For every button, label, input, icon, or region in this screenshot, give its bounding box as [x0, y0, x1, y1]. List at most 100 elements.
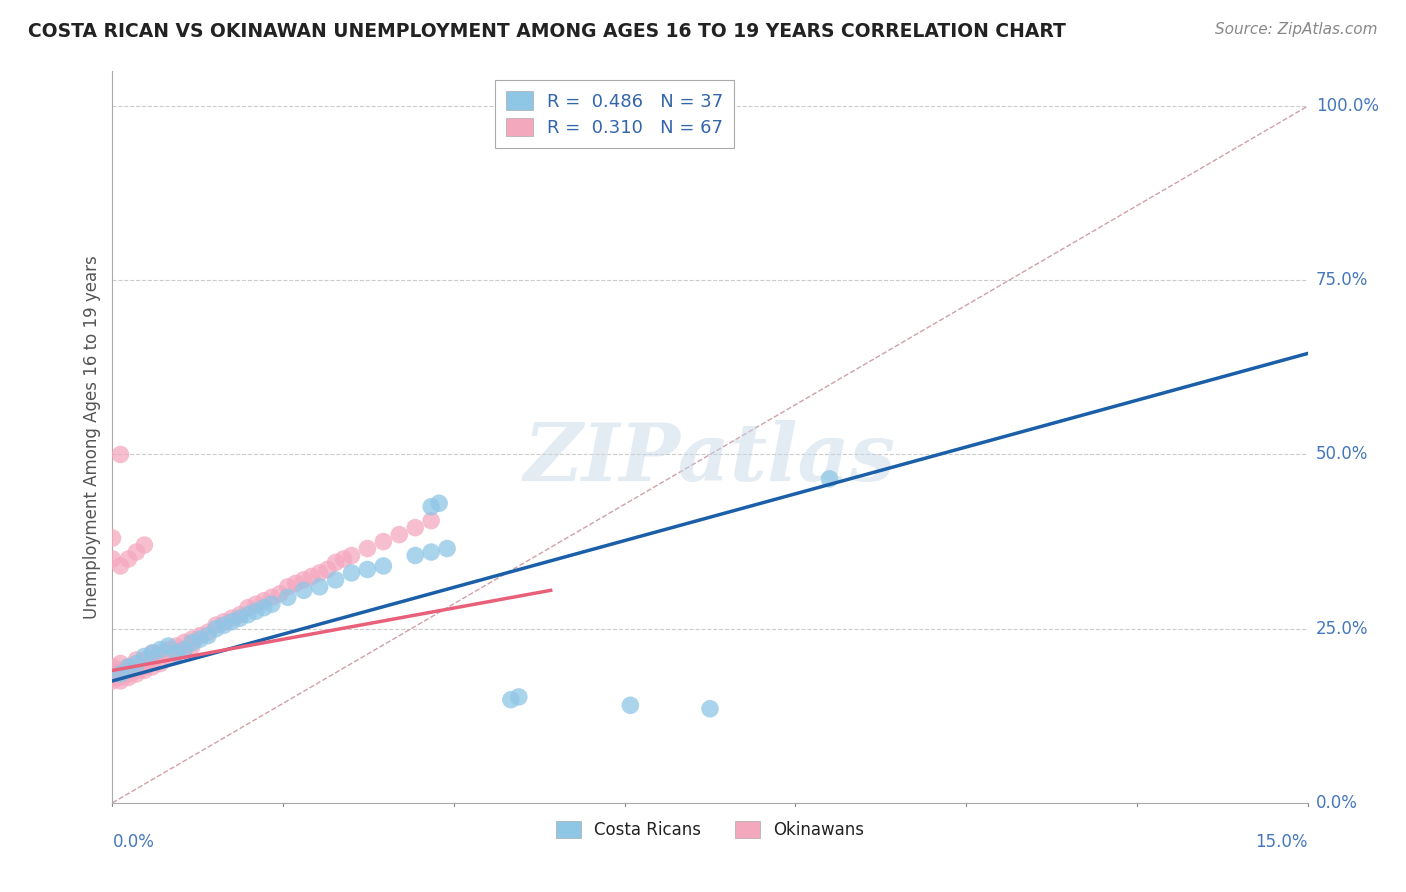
Point [188, 632, 211, 646]
Point [236, 607, 259, 622]
Point [212, 615, 235, 629]
Point [181, 632, 204, 646]
Point [125, 667, 148, 681]
Legend: Costa Ricans, Okinawans: Costa Ricans, Okinawans [550, 814, 870, 846]
Text: Source: ZipAtlas.com: Source: ZipAtlas.com [1215, 22, 1378, 37]
Point [508, 690, 530, 704]
Point [110, 558, 132, 573]
Point [141, 653, 163, 667]
Point [125, 653, 148, 667]
Point [125, 660, 148, 674]
Point [245, 604, 267, 618]
Point [101, 664, 124, 678]
Point [197, 629, 219, 643]
Point [205, 622, 228, 636]
Point [277, 591, 299, 605]
Point [149, 642, 172, 657]
Point [125, 664, 148, 678]
Point [292, 573, 315, 587]
Point [117, 660, 139, 674]
Point [181, 635, 204, 649]
Point [165, 646, 187, 660]
Point [165, 639, 187, 653]
Point [110, 673, 132, 688]
Point [499, 692, 522, 706]
Text: 0.0%: 0.0% [1316, 794, 1358, 812]
Y-axis label: Unemployment Among Ages 16 to 19 years: Unemployment Among Ages 16 to 19 years [83, 255, 101, 619]
Point [356, 562, 378, 576]
Point [134, 649, 156, 664]
Point [101, 667, 124, 681]
Text: 0.0%: 0.0% [112, 833, 155, 851]
Point [110, 448, 132, 462]
Point [245, 597, 267, 611]
Point [277, 580, 299, 594]
Text: 25.0%: 25.0% [1316, 620, 1368, 638]
Point [229, 607, 252, 622]
Point [101, 660, 124, 674]
Point [404, 549, 426, 563]
Point [373, 534, 395, 549]
Point [260, 597, 283, 611]
Point [141, 646, 163, 660]
Point [110, 664, 132, 678]
Point [325, 556, 347, 570]
Point [149, 646, 172, 660]
Point [436, 541, 458, 556]
Point [110, 657, 132, 671]
Point [221, 611, 243, 625]
Point [420, 514, 443, 528]
Text: ZIPatlas: ZIPatlas [524, 420, 896, 498]
Point [253, 600, 276, 615]
Point [427, 496, 450, 510]
Point [188, 629, 211, 643]
Point [117, 664, 139, 678]
Point [308, 580, 330, 594]
Point [101, 552, 124, 566]
Point [308, 566, 330, 580]
Point [117, 670, 139, 684]
Point [356, 541, 378, 556]
Point [117, 667, 139, 681]
Point [110, 670, 132, 684]
Point [205, 618, 228, 632]
Point [260, 591, 283, 605]
Point [101, 670, 124, 684]
Text: 50.0%: 50.0% [1316, 445, 1368, 464]
Point [332, 552, 354, 566]
Point [157, 639, 180, 653]
Point [117, 660, 139, 674]
Point [134, 538, 156, 552]
Point [388, 527, 411, 541]
Point [157, 649, 180, 664]
Point [197, 625, 219, 640]
Point [157, 642, 180, 657]
Point [236, 600, 259, 615]
Point [404, 521, 426, 535]
Point [340, 549, 363, 563]
Point [325, 573, 347, 587]
Point [818, 472, 841, 486]
Point [699, 702, 721, 716]
Text: 100.0%: 100.0% [1316, 97, 1379, 115]
Point [253, 594, 276, 608]
Point [221, 615, 243, 629]
Point [316, 562, 339, 576]
Point [134, 664, 156, 678]
Point [373, 558, 395, 573]
Point [173, 642, 195, 657]
Point [292, 583, 315, 598]
Point [141, 646, 163, 660]
Point [269, 587, 291, 601]
Text: 15.0%: 15.0% [1256, 833, 1308, 851]
Point [165, 646, 187, 660]
Point [229, 611, 252, 625]
Point [101, 531, 124, 545]
Point [134, 653, 156, 667]
Point [117, 552, 139, 566]
Point [619, 698, 641, 713]
Point [149, 657, 172, 671]
Point [173, 642, 195, 657]
Point [301, 569, 323, 583]
Point [125, 545, 148, 559]
